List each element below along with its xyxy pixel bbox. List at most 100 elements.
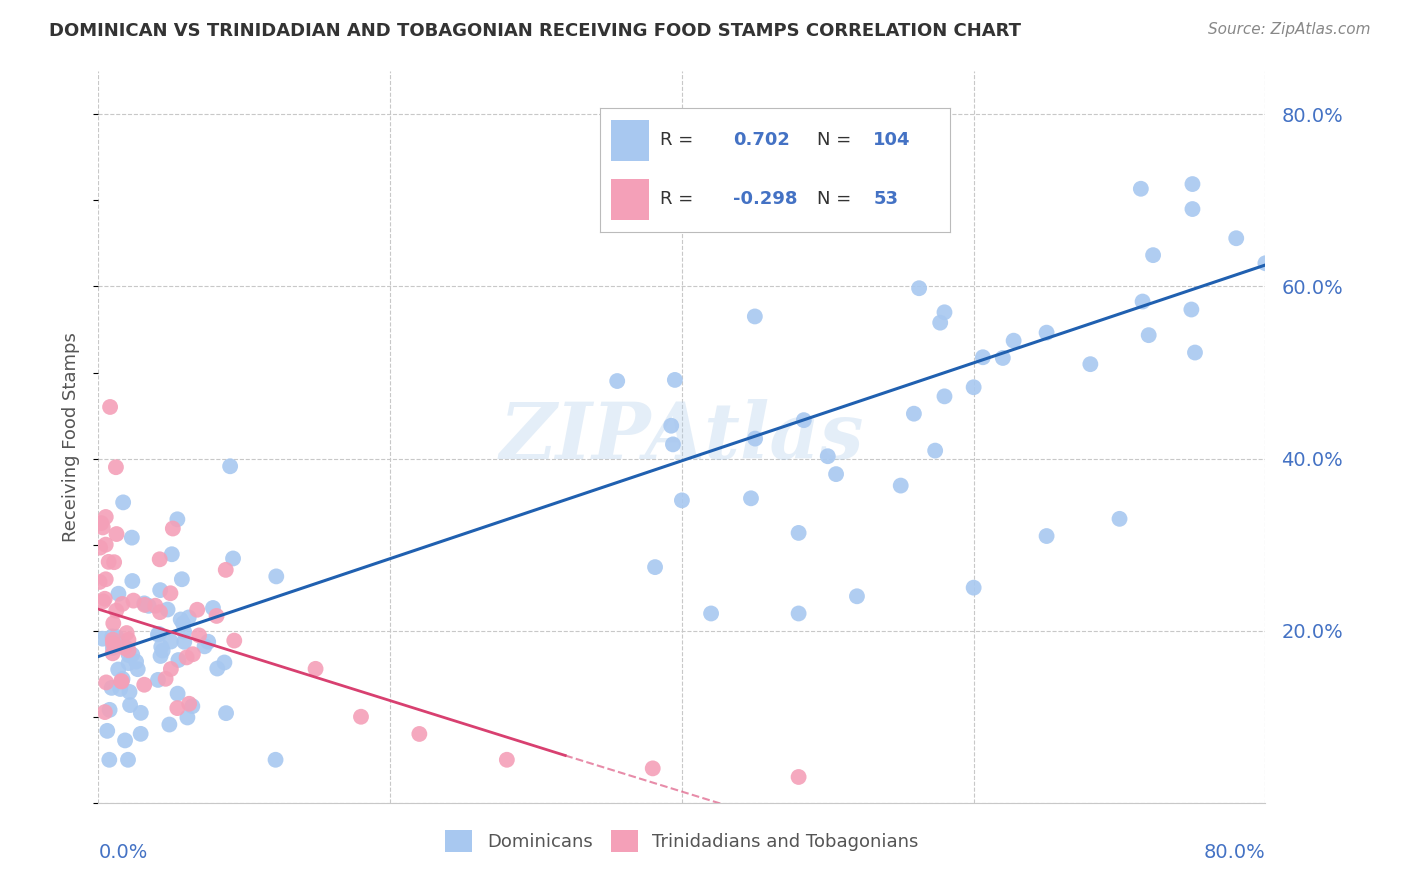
Point (117, 643, 139, 657)
Point (105, 527, 128, 541)
Point (606, 374, 628, 388)
Text: 80.0%: 80.0% (1204, 843, 1265, 862)
Point (160, 547, 183, 561)
Point (98, 400, 121, 414)
Point (222, 551, 245, 566)
Point (181, 647, 204, 661)
Point (170, 612, 193, 626)
Point (157, 717, 180, 731)
Point (156, 602, 179, 616)
Point (1142, 248, 1164, 262)
Point (121, 648, 143, 662)
Point (1080, 357, 1102, 371)
Point (219, 459, 242, 474)
Point (101, 629, 124, 643)
Point (641, 761, 664, 775)
Point (149, 605, 172, 619)
Point (134, 596, 156, 610)
Point (152, 643, 174, 657)
Point (644, 560, 666, 574)
Point (101, 646, 124, 660)
Point (962, 380, 984, 394)
Point (117, 753, 139, 767)
Point (177, 610, 200, 624)
Point (170, 572, 193, 586)
Point (908, 281, 931, 295)
Point (159, 586, 181, 600)
Point (740, 491, 762, 506)
Point (97, 555, 120, 569)
Point (91, 632, 114, 646)
Point (118, 685, 141, 699)
Point (103, 616, 125, 631)
Point (138, 599, 160, 613)
Point (929, 316, 952, 330)
Point (105, 604, 128, 618)
Point (224, 633, 246, 648)
Text: 0.0%: 0.0% (98, 843, 148, 862)
Point (111, 674, 134, 689)
Text: ZIPAtlas: ZIPAtlas (499, 399, 865, 475)
Point (110, 674, 132, 689)
Point (176, 650, 198, 665)
Point (107, 663, 129, 677)
Point (114, 640, 136, 654)
Point (96, 675, 118, 690)
Point (991, 351, 1014, 365)
Text: DOMINICAN VS TRINIDADIAN AND TOBAGONIAN RECEIVING FOOD STAMPS CORRELATION CHART: DOMINICAN VS TRINIDADIAN AND TOBAGONIAN … (49, 22, 1021, 40)
Point (120, 698, 142, 712)
Point (350, 710, 373, 724)
Point (162, 522, 184, 536)
Point (934, 389, 956, 403)
Point (890, 478, 912, 492)
Point (825, 467, 848, 482)
Point (166, 701, 188, 715)
Point (103, 555, 125, 569)
Point (1108, 512, 1130, 526)
Point (264, 569, 287, 583)
Point (671, 493, 693, 508)
Point (118, 648, 141, 662)
Point (1181, 202, 1204, 216)
Point (134, 678, 156, 692)
Point (91, 520, 114, 534)
Point (215, 706, 238, 720)
Point (1137, 328, 1160, 343)
Point (146, 673, 169, 687)
Point (214, 656, 236, 670)
Point (114, 733, 136, 747)
Point (172, 616, 194, 631)
Point (201, 601, 224, 615)
Point (101, 636, 124, 650)
Point (496, 753, 519, 767)
Point (1254, 256, 1277, 270)
Point (143, 599, 166, 613)
Point (903, 407, 925, 421)
Point (98, 753, 121, 767)
Text: Source: ZipAtlas.com: Source: ZipAtlas.com (1208, 22, 1371, 37)
Point (160, 634, 183, 648)
Point (641, 194, 664, 208)
Point (111, 672, 134, 686)
Point (117, 656, 139, 670)
Point (924, 443, 946, 458)
Point (94, 705, 117, 719)
Point (129, 727, 152, 741)
Point (105, 630, 128, 644)
Point (664, 373, 686, 387)
Point (188, 628, 211, 642)
Point (193, 640, 215, 654)
Point (134, 598, 156, 612)
Point (1132, 294, 1154, 309)
Point (149, 583, 172, 598)
Point (197, 634, 219, 648)
Point (107, 587, 129, 601)
Point (129, 706, 152, 720)
Point (205, 609, 228, 624)
Point (149, 648, 172, 663)
Point (744, 432, 766, 446)
Point (110, 681, 132, 696)
Point (98, 703, 121, 717)
Point (304, 662, 326, 676)
Point (787, 770, 810, 784)
